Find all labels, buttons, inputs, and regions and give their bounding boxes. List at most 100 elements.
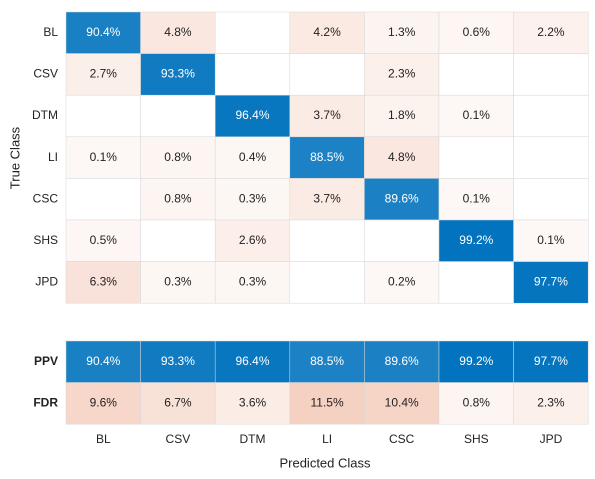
cell <box>140 94 216 138</box>
cell-label: 4.8% <box>164 25 192 39</box>
cell-label: 93.3% <box>161 67 195 81</box>
cell <box>438 382 514 425</box>
cell <box>214 53 291 96</box>
cell <box>364 178 440 221</box>
row-label: LI <box>48 150 58 164</box>
cell <box>214 11 291 54</box>
cell <box>65 94 141 138</box>
cell <box>140 261 216 304</box>
cell <box>438 340 514 383</box>
cell-label: 0.1% <box>463 108 491 122</box>
cell-label: 6.3% <box>90 275 118 289</box>
cell-label: 0.3% <box>239 191 267 205</box>
col-label: CSV <box>166 432 191 446</box>
cell-label: 99.2% <box>459 354 493 368</box>
cell <box>289 340 365 383</box>
col-label: BL <box>96 432 111 446</box>
cell-label: 4.8% <box>388 150 416 164</box>
cell <box>140 219 216 262</box>
cell <box>513 94 589 138</box>
cell <box>289 261 365 304</box>
cell <box>513 219 589 262</box>
cell-label: 88.5% <box>310 354 344 368</box>
cell <box>289 11 365 54</box>
cell-label: 93.3% <box>161 354 195 368</box>
cell-label: 0.8% <box>164 191 192 205</box>
cell-label: 96.4% <box>235 354 269 368</box>
cell <box>513 340 589 383</box>
cell-label: 97.7% <box>534 354 568 368</box>
col-label: CSC <box>389 432 415 446</box>
cell-label: 0.8% <box>463 396 491 410</box>
cell <box>513 136 589 179</box>
cell <box>289 219 365 262</box>
cell-label: 0.5% <box>90 233 118 247</box>
cell <box>140 178 216 221</box>
cell <box>513 261 589 304</box>
cell-label: 3.7% <box>313 191 341 205</box>
cell <box>214 94 291 138</box>
cell <box>364 261 440 304</box>
cell <box>140 53 216 96</box>
cell <box>289 136 365 179</box>
summary-label: FDR <box>33 396 58 410</box>
cell-label: 11.5% <box>311 396 344 410</box>
cell-label: 90.4% <box>86 25 120 39</box>
cell-label: 97.7% <box>534 275 568 289</box>
row-label: DTM <box>32 108 58 122</box>
cell <box>65 261 141 304</box>
cell <box>438 136 514 179</box>
x-axis-label: Predicted Class <box>279 455 371 470</box>
col-label: JPD <box>540 432 563 446</box>
col-label: DTM <box>240 432 266 446</box>
cell <box>438 94 514 138</box>
cell-label: 0.4% <box>239 150 267 164</box>
cell-label: 99.2% <box>459 233 493 247</box>
cell-label: 0.1% <box>537 233 565 247</box>
cell <box>214 178 291 221</box>
cell <box>140 382 216 425</box>
summary-label: PPV <box>34 354 58 368</box>
cell <box>65 11 141 54</box>
cell <box>140 11 216 54</box>
cell-label: 3.6% <box>239 396 267 410</box>
y-axis-label: True Class <box>7 126 22 189</box>
cell-label: 1.3% <box>388 25 416 39</box>
cell-label: 90.4% <box>86 354 120 368</box>
cell-label: 0.1% <box>90 150 118 164</box>
cell-label: 6.7% <box>164 396 192 410</box>
cell <box>438 178 514 221</box>
cell <box>513 178 589 221</box>
cell-label: 1.8% <box>388 108 416 122</box>
cell <box>513 11 589 54</box>
cell <box>438 11 514 54</box>
cell <box>289 178 365 221</box>
cell <box>513 382 589 425</box>
cell-label: 2.3% <box>388 67 416 81</box>
row-label: SHS <box>33 233 58 247</box>
cell-label: 0.2% <box>388 275 416 289</box>
cell-label: 0.3% <box>239 275 267 289</box>
cell <box>438 261 514 304</box>
cell <box>214 219 291 262</box>
cell <box>65 136 141 179</box>
cell <box>65 178 141 221</box>
cell <box>214 136 291 179</box>
cell <box>140 136 216 179</box>
cell-label: 88.5% <box>310 150 344 164</box>
cell <box>65 382 141 425</box>
cell <box>364 219 440 262</box>
col-label: LI <box>322 432 332 446</box>
cell-label: 0.6% <box>463 25 491 39</box>
cell <box>364 94 440 138</box>
cell-label: 10.4% <box>385 396 419 410</box>
cell-label: 2.7% <box>90 67 118 81</box>
col-label: SHS <box>464 432 489 446</box>
cell <box>289 382 365 425</box>
cell-label: 4.2% <box>313 25 341 39</box>
cell <box>513 53 589 96</box>
cell <box>364 11 440 54</box>
cell <box>364 340 440 383</box>
cell <box>438 53 514 96</box>
